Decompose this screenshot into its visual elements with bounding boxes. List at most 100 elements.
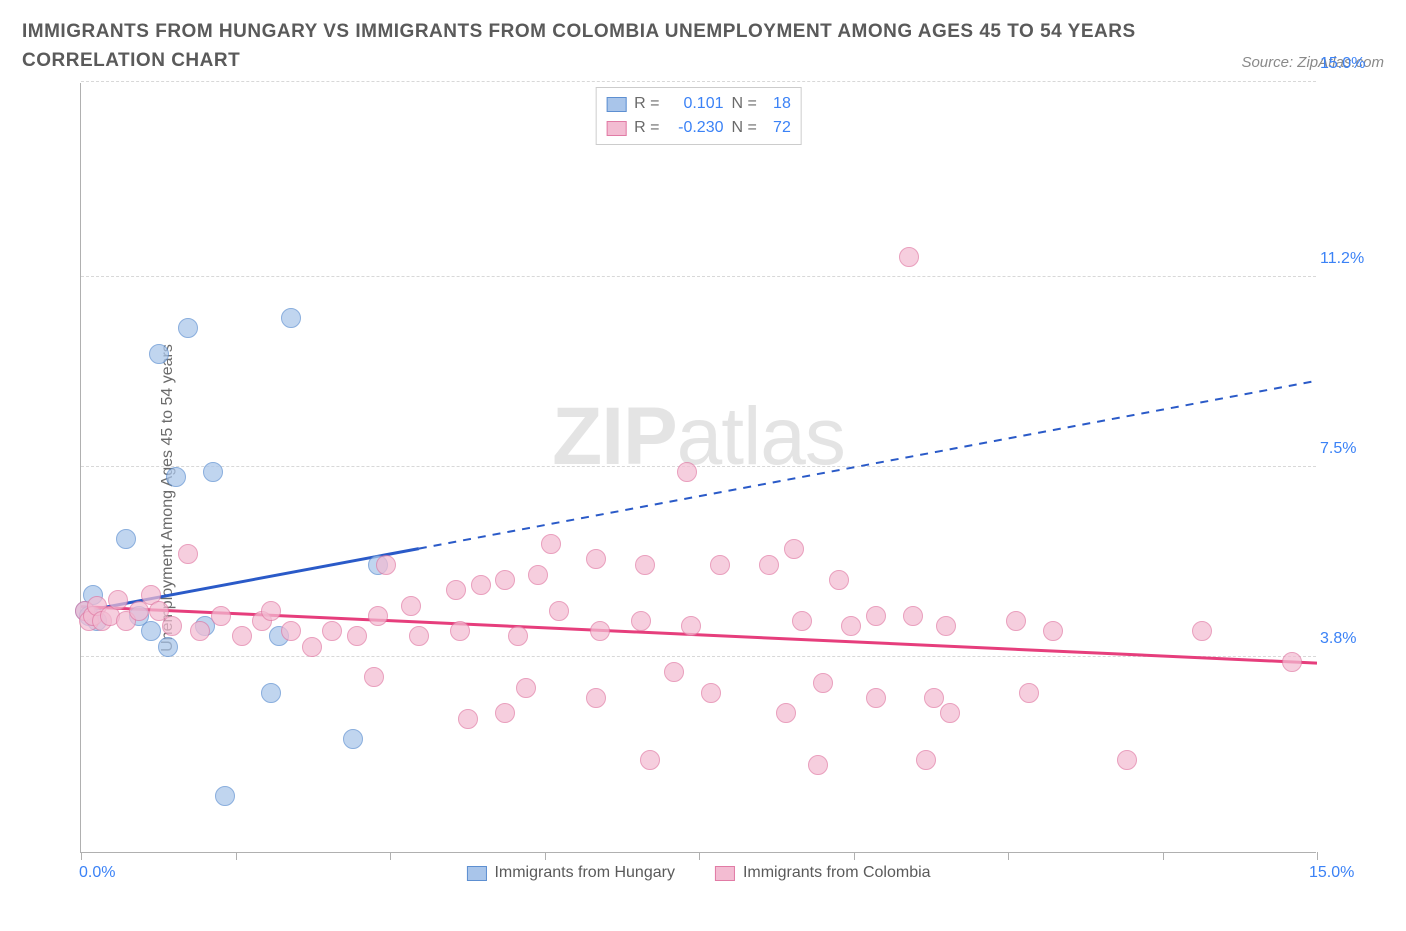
point-hungary <box>149 344 169 364</box>
y-tick-label: 7.5% <box>1320 440 1380 458</box>
point-colombia <box>866 606 886 626</box>
x-tick-label: 0.0% <box>79 864 115 882</box>
chart-title: IMMIGRANTS FROM HUNGARY VS IMMIGRANTS FR… <box>22 18 1142 75</box>
point-hungary <box>343 729 363 749</box>
x-tick <box>81 852 82 860</box>
point-colombia <box>541 534 561 554</box>
point-colombia <box>1192 621 1212 641</box>
point-hungary <box>261 683 281 703</box>
x-tick <box>699 852 700 860</box>
point-colombia <box>302 637 322 657</box>
x-tick <box>1008 852 1009 860</box>
point-colombia <box>322 621 342 641</box>
point-colombia <box>903 606 923 626</box>
swatch-hungary <box>606 97 626 112</box>
point-colombia <box>701 683 721 703</box>
point-colombia <box>640 750 660 770</box>
point-colombia <box>1043 621 1063 641</box>
r-value-hungary: 0.101 <box>668 95 724 113</box>
point-colombia <box>784 539 804 559</box>
point-colombia <box>936 616 956 636</box>
point-colombia <box>829 570 849 590</box>
gridline-h <box>81 466 1316 467</box>
point-colombia <box>376 555 396 575</box>
point-colombia <box>401 596 421 616</box>
watermark: ZIPatlas <box>552 390 845 484</box>
point-colombia <box>841 616 861 636</box>
point-colombia <box>1282 652 1302 672</box>
x-tick <box>854 852 855 860</box>
point-colombia <box>495 703 515 723</box>
point-colombia <box>792 611 812 631</box>
point-colombia <box>631 611 651 631</box>
n-value-colombia: 72 <box>765 119 791 137</box>
point-colombia <box>364 667 384 687</box>
point-colombia <box>924 688 944 708</box>
point-colombia <box>590 621 610 641</box>
point-colombia <box>664 662 684 682</box>
point-colombia <box>808 755 828 775</box>
point-colombia <box>1006 611 1026 631</box>
point-hungary <box>178 318 198 338</box>
point-colombia <box>516 678 536 698</box>
point-colombia <box>458 709 478 729</box>
point-colombia <box>586 688 606 708</box>
x-tick <box>545 852 546 860</box>
point-colombia <box>586 549 606 569</box>
n-label: N = <box>732 119 757 137</box>
trend-lines <box>81 83 1317 853</box>
point-colombia <box>940 703 960 723</box>
point-colombia <box>528 565 548 585</box>
point-colombia <box>232 626 252 646</box>
point-colombia <box>347 626 367 646</box>
point-colombia <box>635 555 655 575</box>
point-colombia <box>677 462 697 482</box>
swatch-colombia-bottom <box>715 866 735 881</box>
point-colombia <box>178 544 198 564</box>
point-colombia <box>450 621 470 641</box>
correlation-legend: R = 0.101 N = 18 R = -0.230 N = 72 <box>595 87 802 145</box>
point-colombia <box>368 606 388 626</box>
point-colombia <box>1019 683 1039 703</box>
x-tick <box>1163 852 1164 860</box>
point-colombia <box>681 616 701 636</box>
header: IMMIGRANTS FROM HUNGARY VS IMMIGRANTS FR… <box>22 18 1384 75</box>
gridline-h <box>81 656 1316 657</box>
chart-area: Unemployment Among Ages 45 to 54 years Z… <box>22 83 1384 913</box>
point-colombia <box>866 688 886 708</box>
legend-item-colombia: Immigrants from Colombia <box>715 864 931 882</box>
point-colombia <box>759 555 779 575</box>
x-tick <box>1317 852 1318 860</box>
point-colombia <box>261 601 281 621</box>
point-hungary <box>158 637 178 657</box>
point-colombia <box>710 555 730 575</box>
swatch-colombia <box>606 121 626 136</box>
swatch-hungary-bottom <box>466 866 486 881</box>
n-label: N = <box>732 95 757 113</box>
x-tick <box>236 852 237 860</box>
point-colombia <box>916 750 936 770</box>
point-hungary <box>116 529 136 549</box>
point-colombia <box>108 590 128 610</box>
point-colombia <box>190 621 210 641</box>
point-colombia <box>899 247 919 267</box>
point-colombia <box>162 616 182 636</box>
point-hungary <box>166 467 186 487</box>
point-colombia <box>409 626 429 646</box>
watermark-bold: ZIP <box>552 391 677 482</box>
point-colombia <box>446 580 466 600</box>
x-tick <box>390 852 391 860</box>
point-colombia <box>281 621 301 641</box>
point-colombia <box>495 570 515 590</box>
y-tick-label: 3.8% <box>1320 630 1380 648</box>
point-colombia <box>508 626 528 646</box>
legend-row-hungary: R = 0.101 N = 18 <box>606 92 791 116</box>
point-hungary <box>203 462 223 482</box>
gridline-h <box>81 81 1316 82</box>
gridline-h <box>81 276 1316 277</box>
point-hungary <box>215 786 235 806</box>
point-hungary <box>281 308 301 328</box>
point-colombia <box>471 575 491 595</box>
point-colombia <box>776 703 796 723</box>
watermark-rest: atlas <box>677 391 845 482</box>
